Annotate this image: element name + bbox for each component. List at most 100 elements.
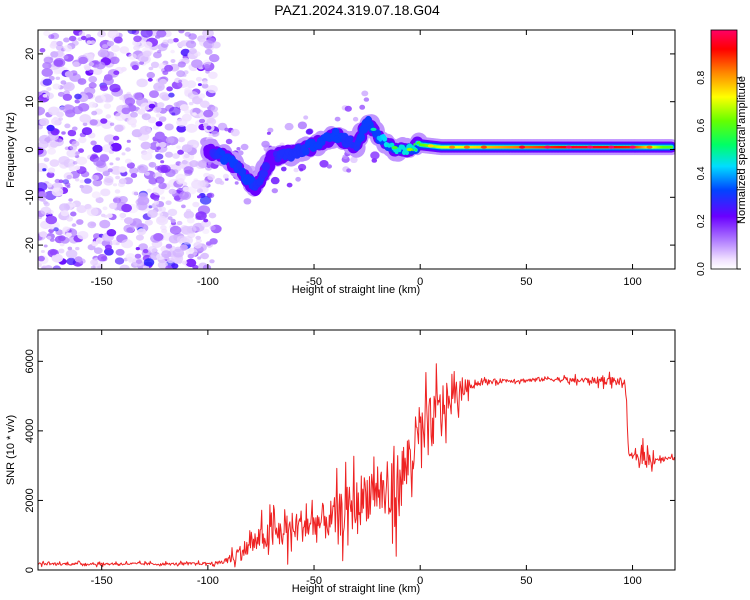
spectrogram-speckle (158, 212, 164, 217)
spectrogram-peak (449, 145, 456, 149)
spectrogram-speckle (50, 40, 59, 47)
spectrogram-peak (544, 145, 551, 149)
spectrogram-speckle (72, 61, 80, 68)
spectrogram-speckle (170, 49, 175, 54)
spectrogram-speckle (69, 202, 76, 208)
spectrogram-speckle (192, 112, 197, 116)
spectrogram-speckle (168, 188, 177, 195)
x-tick-label: -100 (197, 276, 219, 288)
spectrogram-speckle (171, 112, 176, 116)
spectrogram-speckle (47, 236, 52, 240)
spectrogram-speckle (196, 188, 203, 194)
spectrogram-speckle (93, 247, 103, 255)
spectrogram-speckle (43, 202, 50, 207)
spectrogram-speckle (41, 68, 53, 77)
spectrogram-speckle (56, 44, 64, 51)
x-tick-label: 50 (520, 276, 532, 288)
spectrogram-speckle (161, 250, 172, 258)
spectrogram-speckle (108, 202, 118, 210)
spectrogram-speckle (167, 208, 178, 217)
spectrogram-speckle (143, 41, 153, 48)
spectrogram-speckle (137, 228, 147, 236)
spectrogram-peak (519, 145, 526, 149)
spectrogram-speckle (267, 127, 274, 133)
spectrogram-speckle (207, 192, 215, 199)
spectrogram-speckle (188, 247, 195, 253)
spectrogram-speckle (131, 190, 139, 196)
spectrogram-speckle (173, 38, 179, 43)
spectrogram-speckle (60, 80, 67, 85)
spectrogram-speckle (71, 223, 77, 227)
spectrogram-speckle (107, 30, 120, 39)
spectrogram-speckle (139, 61, 145, 65)
spectrogram-speckle (86, 40, 92, 45)
spectrogram-speckle (40, 265, 48, 269)
spectrogram-speckle (43, 30, 51, 37)
spectrogram-speckle (199, 100, 210, 108)
spectrogram-speckle (115, 175, 121, 180)
spectrogram-speckle (40, 206, 52, 216)
spectrogram-ridge (347, 135, 354, 143)
spectrogram-speckle (160, 196, 166, 200)
spectrogram-speckle (184, 87, 193, 94)
spectrogram-speckle (38, 255, 45, 262)
spectrogram-speckle (150, 61, 160, 68)
y-tick-label: 0 (24, 146, 36, 152)
spectrogram-speckle (142, 50, 152, 58)
spectrogram-speckle (58, 179, 64, 184)
spectrogram-speckle (142, 249, 149, 254)
spectrogram-speckle (43, 56, 54, 64)
spectrogram-speckle (109, 83, 121, 93)
spectrogram-speckle (47, 148, 56, 155)
spectrogram-speckle (121, 152, 126, 156)
spectrogram-speckle (74, 93, 82, 100)
spectrogram-speckle (211, 41, 221, 49)
spectrogram-speckle (160, 225, 167, 231)
spectrogram-speckle (149, 90, 159, 98)
spectrogram-speckle (346, 168, 352, 173)
spectrogram-speckle (182, 186, 190, 192)
spectrogram-speckle (326, 164, 332, 169)
spectrogram-speckle (182, 236, 194, 245)
spectrogram-speckle (186, 217, 195, 224)
spectrogram-speckle (334, 116, 341, 122)
spectrogram-speckle (64, 182, 71, 187)
colorbar-tick-label: 0.0 (696, 262, 707, 276)
spectrogram-speckle (134, 253, 142, 259)
spectrogram-speckle (170, 218, 176, 223)
spectrogram-speckle (139, 125, 152, 135)
spectrogram-ridge (394, 149, 399, 155)
spectrogram-speckle (178, 79, 183, 83)
spectrogram-speckle (135, 234, 144, 241)
spectrogram-speckle (185, 258, 197, 268)
spectrogram-speckle (67, 246, 72, 250)
spectrogram-ridge (236, 162, 243, 169)
spectrogram-speckle (112, 197, 122, 204)
spectrogram-speckle (176, 145, 181, 149)
spectrogram-speckle (76, 156, 88, 165)
spectrogram-speckle (176, 125, 187, 133)
spectrogram-speckle (58, 117, 63, 121)
spectrogram-speckle (207, 85, 218, 94)
spectrogram-speckle (78, 136, 87, 144)
spectrogram-speckle (203, 218, 209, 223)
spectrogram-speckle (155, 176, 165, 184)
spectrogram-speckle (147, 77, 153, 82)
x-tick-label: -50 (306, 276, 322, 288)
spectrogram-speckle (69, 35, 77, 42)
spectrogram-image (38, 30, 675, 269)
spectrogram-speckle (126, 139, 131, 143)
x-tick-label: 50 (520, 575, 532, 587)
snr-y-label: SNR (10 * v/v) (5, 415, 17, 485)
spectrogram-speckle (42, 168, 47, 172)
y-tick-label: -20 (24, 237, 36, 253)
spectrogram-speckle (171, 81, 183, 90)
spectrogram-speckle (80, 184, 93, 194)
spectrogram-speckle (156, 146, 161, 150)
spectrogram-speckle (91, 110, 98, 116)
spectrogram-speckle (95, 197, 104, 204)
spectrogram-speckle (91, 174, 100, 181)
spectrogram-speckle (350, 156, 358, 163)
spectrogram-speckle (185, 40, 197, 49)
